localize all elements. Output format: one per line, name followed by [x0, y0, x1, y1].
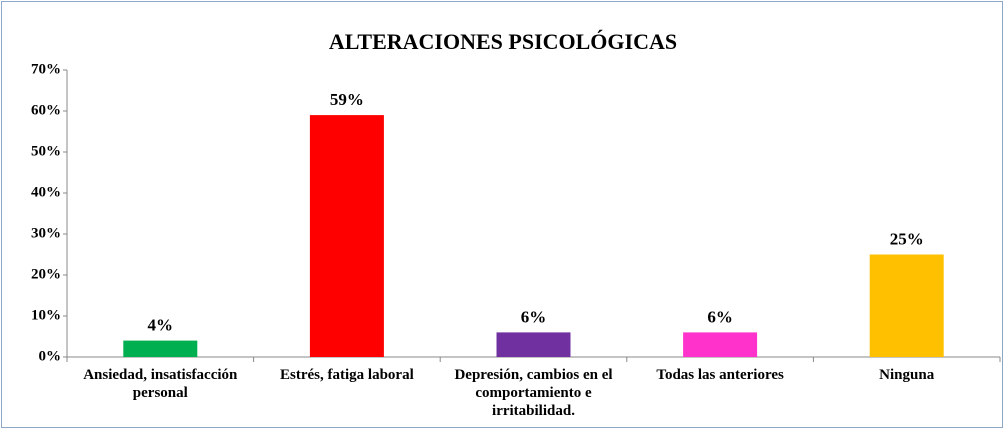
- bar: [869, 254, 944, 357]
- x-tick-label: Todas las anteriores: [656, 367, 784, 383]
- data-label: 59%: [330, 90, 364, 109]
- x-tick-label: Ansiedad, insatisfacción personal: [83, 367, 238, 401]
- y-tick-label: 70%: [31, 61, 61, 77]
- bar: [123, 340, 198, 357]
- bar: [496, 332, 571, 357]
- x-tick-label: Depresión, cambios en el comportamiento …: [454, 367, 613, 419]
- x-tick-label: Ninguna: [879, 367, 935, 383]
- chart-title: ALTERACIONES PSICOLÓGICAS: [329, 29, 677, 54]
- data-label: 4%: [148, 316, 174, 335]
- data-label: 25%: [890, 229, 924, 248]
- y-tick-label: 30%: [31, 225, 61, 241]
- data-label: 6%: [521, 307, 547, 326]
- bar: [683, 332, 758, 357]
- y-tick-label: 20%: [31, 266, 61, 282]
- x-tick-label: Estrés, fatiga laboral: [280, 367, 414, 383]
- y-tick-label: 60%: [31, 102, 61, 118]
- bar: [309, 115, 384, 357]
- y-tick-label: 50%: [31, 143, 61, 159]
- y-tick-label: 0%: [39, 348, 62, 364]
- data-label: 6%: [707, 307, 733, 326]
- y-tick-label: 40%: [31, 184, 61, 200]
- y-tick-label: 10%: [31, 307, 61, 323]
